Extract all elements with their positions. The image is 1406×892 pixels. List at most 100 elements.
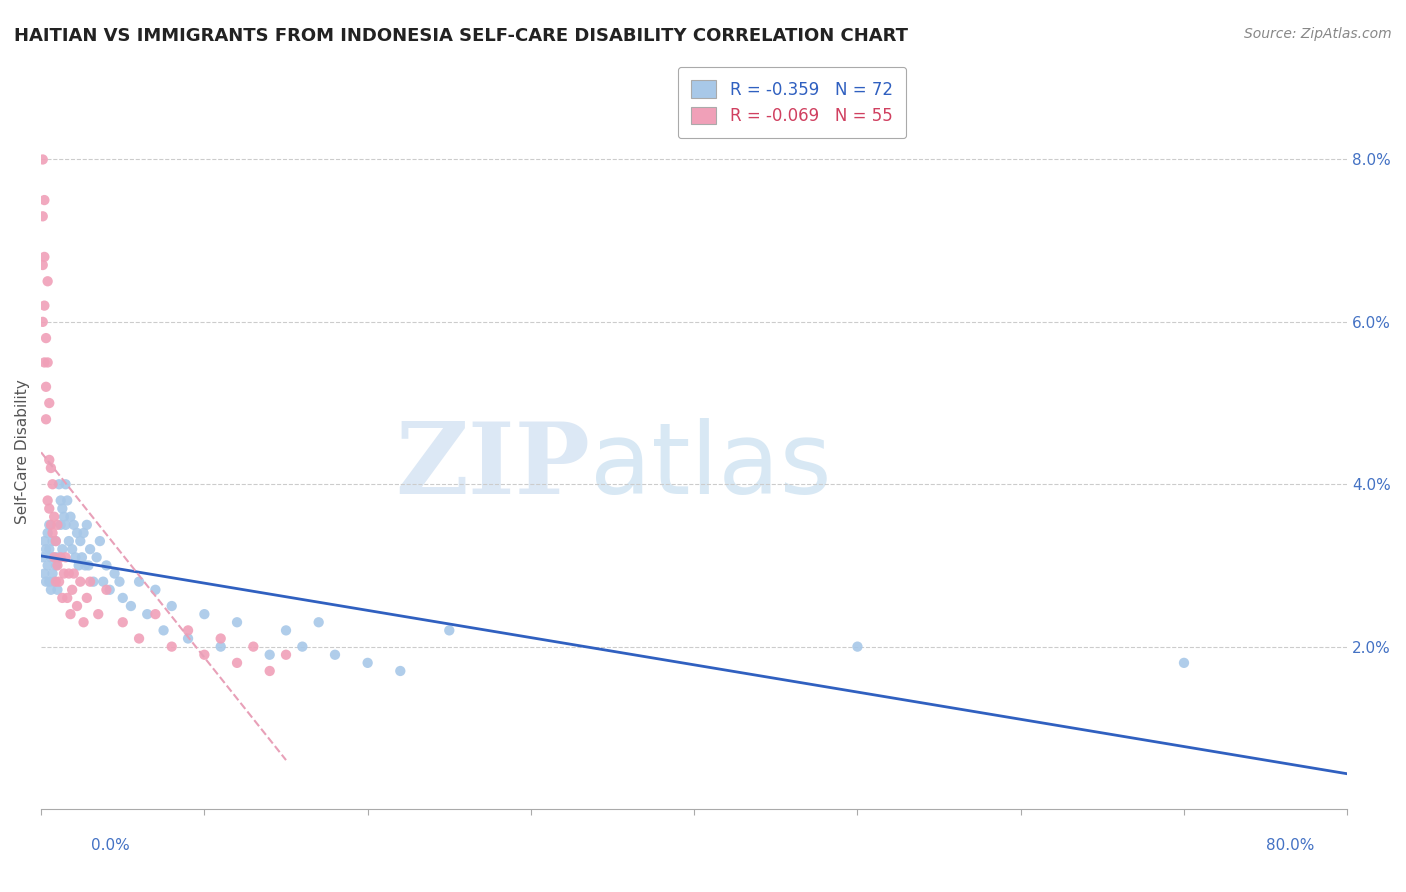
Point xyxy=(39,582,62,597)
Point xyxy=(69,534,91,549)
Point xyxy=(31,153,53,167)
Point xyxy=(60,542,83,557)
Point xyxy=(103,566,125,581)
Point xyxy=(120,599,142,613)
Point xyxy=(65,550,87,565)
Point xyxy=(34,250,56,264)
Point xyxy=(37,493,59,508)
Point xyxy=(160,640,183,654)
Point xyxy=(37,525,59,540)
Point xyxy=(35,574,58,589)
Point xyxy=(44,509,66,524)
Point xyxy=(91,574,114,589)
Point xyxy=(69,574,91,589)
Text: atlas: atlas xyxy=(589,417,831,515)
Point xyxy=(46,582,69,597)
Point xyxy=(308,615,330,630)
Point xyxy=(31,315,53,329)
Point xyxy=(79,574,101,589)
Point xyxy=(160,599,183,613)
Point xyxy=(193,607,215,622)
Y-axis label: Self-Care Disability: Self-Care Disability xyxy=(15,379,30,524)
Text: HAITIAN VS IMMIGRANTS FROM INDONESIA SELF-CARE DISABILITY CORRELATION CHART: HAITIAN VS IMMIGRANTS FROM INDONESIA SEL… xyxy=(14,27,908,45)
Point xyxy=(242,640,264,654)
Point xyxy=(45,574,67,589)
Point xyxy=(35,412,58,426)
Text: 0.0%: 0.0% xyxy=(91,838,131,854)
Point xyxy=(35,542,58,557)
Point xyxy=(356,656,378,670)
Point xyxy=(274,648,297,662)
Point xyxy=(52,566,75,581)
Text: ZIP: ZIP xyxy=(395,417,589,515)
Point xyxy=(55,477,77,491)
Point xyxy=(96,558,118,573)
Point xyxy=(41,534,63,549)
Point xyxy=(846,640,869,654)
Point xyxy=(1173,656,1195,670)
Point xyxy=(38,396,60,410)
Point xyxy=(66,525,89,540)
Point xyxy=(46,558,69,573)
Point xyxy=(37,558,59,573)
Point xyxy=(56,591,79,605)
Point xyxy=(58,566,80,581)
Point xyxy=(38,517,60,532)
Point xyxy=(177,632,200,646)
Point xyxy=(128,632,150,646)
Point xyxy=(34,534,56,549)
Point xyxy=(58,534,80,549)
Point xyxy=(98,582,121,597)
Point xyxy=(96,582,118,597)
Point xyxy=(39,461,62,475)
Point xyxy=(59,607,82,622)
Point xyxy=(51,542,73,557)
Point xyxy=(86,550,108,565)
Point xyxy=(31,550,53,565)
Point xyxy=(89,534,111,549)
Point xyxy=(60,582,83,597)
Point xyxy=(77,558,100,573)
Point xyxy=(51,501,73,516)
Point xyxy=(259,664,281,678)
Point xyxy=(76,517,98,532)
Legend: R = -0.359   N = 72, R = -0.069   N = 55: R = -0.359 N = 72, R = -0.069 N = 55 xyxy=(678,67,905,138)
Point xyxy=(39,550,62,565)
Point xyxy=(152,624,174,638)
Point xyxy=(34,193,56,207)
Point xyxy=(45,534,67,549)
Point xyxy=(193,648,215,662)
Point xyxy=(62,517,84,532)
Point xyxy=(56,493,79,508)
Point xyxy=(108,574,131,589)
Point xyxy=(46,550,69,565)
Point xyxy=(389,664,412,678)
Point xyxy=(41,525,63,540)
Point xyxy=(75,558,97,573)
Text: 80.0%: 80.0% xyxy=(1267,838,1315,854)
Point xyxy=(38,542,60,557)
Point xyxy=(226,615,249,630)
Text: Source: ZipAtlas.com: Source: ZipAtlas.com xyxy=(1244,27,1392,41)
Point xyxy=(128,574,150,589)
Point xyxy=(49,517,72,532)
Point xyxy=(39,517,62,532)
Point xyxy=(62,566,84,581)
Point xyxy=(177,624,200,638)
Point xyxy=(145,582,167,597)
Point xyxy=(31,210,53,224)
Point xyxy=(259,648,281,662)
Point xyxy=(439,624,461,638)
Point xyxy=(70,550,93,565)
Point xyxy=(49,493,72,508)
Point xyxy=(48,477,70,491)
Point xyxy=(67,558,90,573)
Point xyxy=(35,380,58,394)
Point xyxy=(111,615,134,630)
Point xyxy=(209,632,232,646)
Point xyxy=(41,566,63,581)
Point xyxy=(35,331,58,345)
Point xyxy=(55,517,77,532)
Point xyxy=(323,648,346,662)
Point xyxy=(72,525,94,540)
